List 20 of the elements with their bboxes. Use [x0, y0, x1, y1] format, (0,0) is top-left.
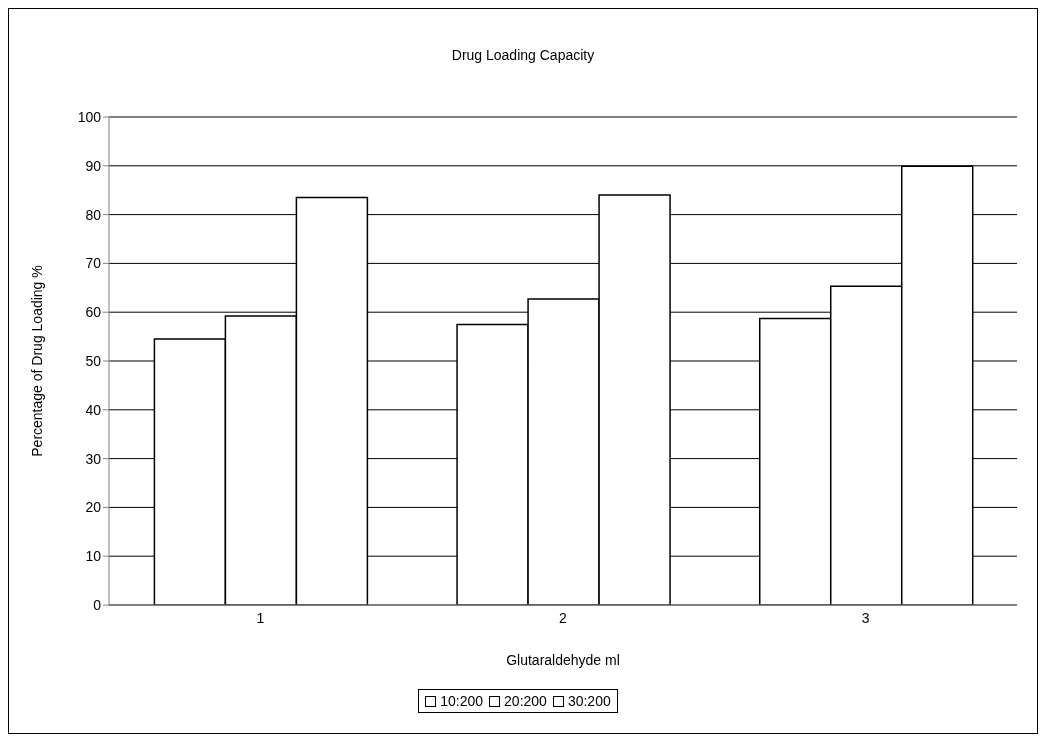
y-tick-label: 80	[85, 206, 102, 223]
y-axis-title: Percentage of Drug Loading %	[28, 265, 45, 457]
y-tick-label: 100	[77, 108, 102, 125]
legend-label: 20:200	[503, 693, 547, 709]
y-tick-label: 0	[93, 596, 102, 613]
y-tick-label: 70	[85, 255, 102, 272]
y-tick-label: 90	[85, 157, 102, 174]
y-tick-label: 30	[85, 450, 102, 467]
y-tick-label: 50	[85, 352, 102, 369]
y-tick-label: 10	[85, 548, 102, 565]
x-axis-title: Glutaraldehyde ml	[506, 652, 620, 668]
legend-label: 10:200	[439, 693, 484, 709]
y-tick-label: 20	[85, 499, 102, 516]
x-tick-label: 1	[256, 609, 265, 626]
x-tick-label: 2	[559, 609, 568, 626]
chart-title: Drug Loading Capacity	[450, 47, 596, 63]
y-tick-label: 40	[85, 401, 102, 418]
legend-label: 30:200	[566, 693, 611, 709]
x-tick-label: 3	[861, 609, 870, 626]
y-tick-label: 60	[85, 304, 102, 321]
